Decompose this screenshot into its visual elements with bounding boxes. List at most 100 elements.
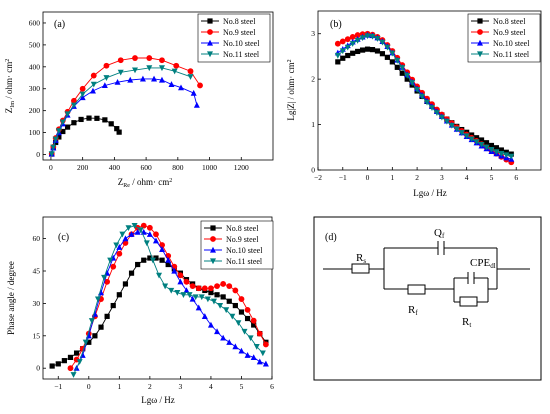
data-point bbox=[262, 360, 269, 367]
y-tick-label: 45 bbox=[33, 267, 41, 276]
x-tick-label: 3 bbox=[179, 382, 183, 391]
data-point bbox=[122, 281, 129, 287]
data-point bbox=[453, 126, 460, 133]
data-point bbox=[384, 44, 391, 51]
data-point bbox=[208, 285, 214, 292]
data-point bbox=[473, 135, 480, 141]
data-point bbox=[463, 133, 470, 140]
x-tick-label: 1000 bbox=[202, 163, 217, 172]
data-point bbox=[443, 118, 450, 125]
data-point bbox=[158, 65, 165, 72]
label-qf: Qf bbox=[434, 227, 445, 240]
data-point bbox=[134, 228, 141, 235]
data-point bbox=[364, 46, 371, 52]
data-point bbox=[251, 322, 257, 328]
data-point bbox=[189, 283, 196, 290]
y-tick-label: 600 bbox=[29, 18, 41, 27]
x-tick-label: 2 bbox=[148, 382, 152, 391]
data-point bbox=[187, 68, 194, 75]
data-point bbox=[458, 130, 465, 136]
x-tick-label: 0 bbox=[49, 163, 53, 172]
data-point bbox=[238, 309, 245, 315]
data-point bbox=[404, 76, 410, 82]
data-point bbox=[335, 59, 341, 65]
data-point bbox=[168, 287, 175, 294]
data-point bbox=[76, 359, 83, 365]
x-tick-label: 400 bbox=[109, 163, 121, 172]
x-tick-label: 0 bbox=[366, 173, 370, 182]
data-point bbox=[197, 82, 203, 89]
data-point bbox=[232, 343, 239, 350]
data-point bbox=[424, 99, 431, 106]
data-point bbox=[171, 267, 178, 274]
data-point bbox=[177, 272, 184, 279]
data-point bbox=[70, 372, 77, 378]
data-point bbox=[132, 67, 138, 74]
data-point bbox=[210, 298, 217, 305]
data-point bbox=[468, 136, 475, 143]
series-no-8-steel bbox=[335, 46, 514, 157]
data-point bbox=[187, 74, 194, 80]
data-point bbox=[55, 361, 61, 367]
data-point bbox=[171, 68, 178, 75]
data-point bbox=[409, 80, 416, 86]
x-tick-label: 3 bbox=[440, 173, 444, 182]
data-point bbox=[355, 48, 361, 55]
legend-label: No.8 steel bbox=[493, 17, 526, 26]
equivalent-circuit-panel: (d) Rs Qf CPEdl bbox=[313, 216, 542, 381]
data-point bbox=[90, 72, 97, 79]
y-axis-label: Phase angle / degree bbox=[6, 261, 16, 335]
data-point bbox=[153, 255, 159, 261]
data-point bbox=[55, 128, 62, 135]
data-point bbox=[168, 81, 175, 87]
y-tick-label: 300 bbox=[29, 84, 41, 93]
data-point bbox=[183, 287, 190, 294]
resistor-rf bbox=[407, 284, 426, 295]
data-point bbox=[235, 320, 242, 327]
data-point bbox=[394, 64, 400, 70]
data-point bbox=[146, 231, 153, 237]
data-point bbox=[350, 50, 356, 56]
data-point bbox=[493, 149, 500, 156]
data-point bbox=[79, 85, 86, 92]
y-tick-label: 0 bbox=[36, 150, 40, 159]
data-point bbox=[114, 126, 120, 132]
data-point bbox=[122, 235, 129, 242]
x-tick-label: 0 bbox=[87, 382, 91, 391]
data-point bbox=[438, 114, 445, 121]
data-point bbox=[101, 274, 108, 281]
data-point bbox=[113, 242, 120, 249]
data-point bbox=[344, 36, 351, 43]
x-tick-label: −1 bbox=[54, 382, 62, 391]
data-point bbox=[174, 290, 181, 296]
data-point bbox=[241, 328, 248, 335]
data-point bbox=[149, 257, 156, 264]
data-point bbox=[344, 44, 351, 51]
series-no-10-steel bbox=[48, 75, 200, 157]
data-point bbox=[48, 151, 55, 158]
data-point bbox=[135, 261, 141, 268]
data-point bbox=[238, 347, 245, 354]
legend-marker bbox=[210, 236, 216, 242]
data-point bbox=[250, 354, 257, 360]
series-line bbox=[51, 67, 191, 155]
y-tick-label: 60 bbox=[33, 234, 41, 243]
data-point bbox=[59, 119, 66, 126]
data-point bbox=[232, 302, 238, 309]
data-point bbox=[78, 116, 84, 123]
data-point bbox=[339, 48, 346, 55]
data-point bbox=[448, 122, 455, 129]
y-axis-label: Lg|Z| / ohm· cm2 bbox=[286, 59, 296, 120]
x-axis-label: Lgω / Hz bbox=[141, 395, 174, 405]
data-point bbox=[360, 47, 366, 53]
panel-label: (b) bbox=[330, 19, 342, 30]
x-tick-label: 800 bbox=[172, 163, 184, 172]
data-point bbox=[244, 352, 251, 358]
data-point bbox=[56, 134, 62, 140]
y-tick-label: 400 bbox=[29, 62, 41, 71]
data-point bbox=[262, 341, 269, 348]
data-point bbox=[399, 70, 405, 76]
data-point bbox=[259, 350, 266, 357]
series-no-9-steel bbox=[48, 55, 203, 157]
